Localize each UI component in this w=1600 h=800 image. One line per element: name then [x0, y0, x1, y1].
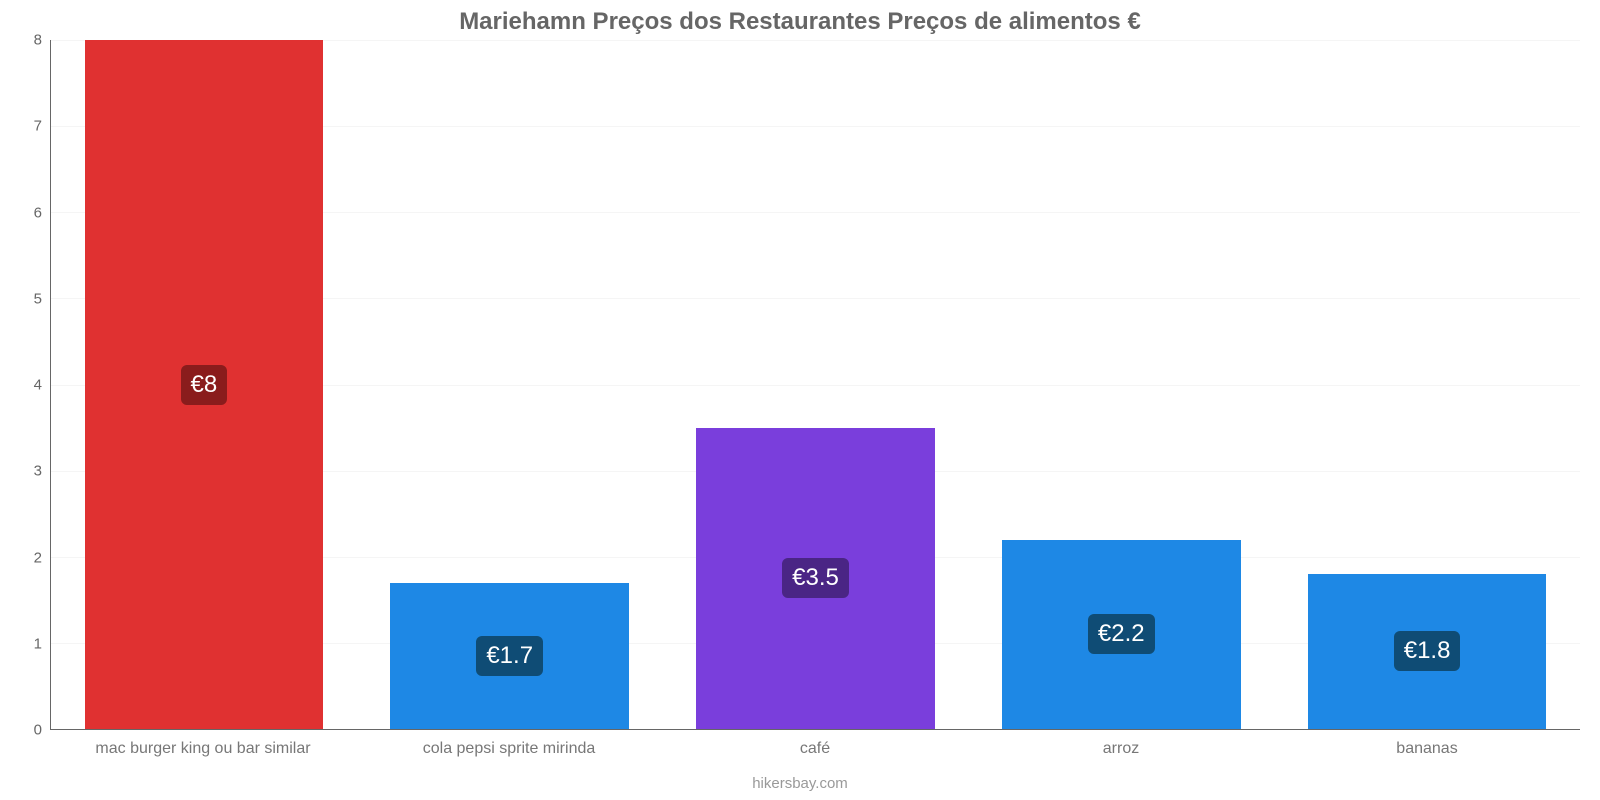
x-axis-label: mac burger king ou bar similar	[50, 734, 356, 760]
y-tick-label: 4	[34, 377, 42, 394]
y-tick-label: 8	[34, 32, 42, 49]
y-axis-ticks: 012345678	[0, 40, 50, 730]
y-tick-label: 2	[34, 549, 42, 566]
y-tick-label: 0	[34, 722, 42, 739]
bar-value-label: €1.7	[476, 636, 543, 676]
bar-slot: €1.8	[1274, 40, 1580, 729]
bar-value-label: €3.5	[782, 558, 849, 598]
y-tick-label: 6	[34, 204, 42, 221]
bar-value-label: €1.8	[1394, 631, 1461, 671]
bar-slot: €3.5	[663, 40, 969, 729]
bars-container: €8 €1.7 €3.5 €2.2 €1.8	[51, 40, 1580, 729]
bar-value-label: €2.2	[1088, 614, 1155, 654]
y-tick-label: 3	[34, 463, 42, 480]
x-axis-label: arroz	[968, 734, 1274, 760]
x-axis-label: bananas	[1274, 734, 1580, 760]
x-axis-label: café	[662, 734, 968, 760]
bar: €1.7	[390, 583, 629, 729]
y-tick-label: 5	[34, 290, 42, 307]
bar: €3.5	[696, 428, 935, 729]
y-tick-label: 1	[34, 635, 42, 652]
x-axis-labels: mac burger king ou bar similarcola pepsi…	[50, 734, 1580, 760]
y-tick-label: 7	[34, 118, 42, 135]
bar-value-label: €8	[181, 365, 228, 405]
chart-title: Mariehamn Preços dos Restaurantes Preços…	[0, 0, 1600, 36]
bar: €2.2	[1002, 540, 1241, 729]
bar-slot: €8	[51, 40, 357, 729]
bar-slot: €2.2	[968, 40, 1274, 729]
bar: €1.8	[1308, 574, 1547, 729]
bar: €8	[85, 40, 324, 729]
x-axis-label: cola pepsi sprite mirinda	[356, 734, 662, 760]
chart-plot-area: €8 €1.7 €3.5 €2.2 €1.8	[50, 40, 1580, 730]
bar-slot: €1.7	[357, 40, 663, 729]
attribution-text: hikersbay.com	[0, 775, 1600, 792]
